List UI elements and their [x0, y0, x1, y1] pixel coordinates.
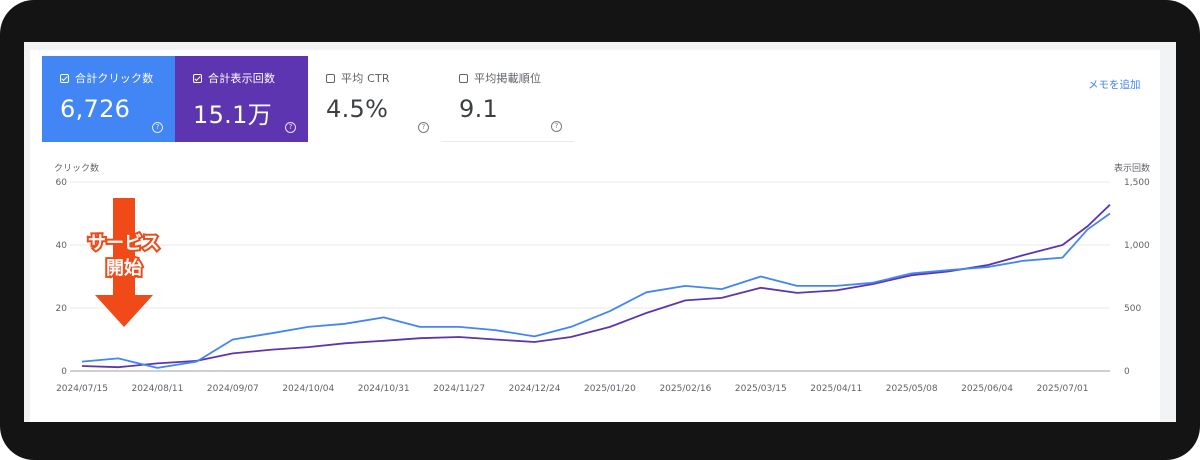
performance-chart: 0 0 20 500 40 1,000 60 1,500 クリック数 表示回数 2024/07/15…: [54, 162, 1150, 394]
x-tick-label: 2025/06/04: [961, 384, 1013, 394]
metric-label: 平均掲載順位: [474, 72, 542, 85]
help-icon[interactable]: ?: [551, 121, 562, 132]
metric-tile-ctr[interactable]: 平均 CTR 4.5% ?: [308, 56, 441, 142]
metric-value: 4.5%: [326, 95, 389, 123]
y-tick-label-right: 500: [1124, 304, 1141, 314]
x-tick-label: 2024/11/27: [433, 384, 485, 394]
x-tick-label: 2025/05/08: [886, 384, 938, 394]
x-tick-label: 2025/01/20: [584, 384, 636, 394]
metric-tile-position[interactable]: 平均掲載順位 9.1 ?: [441, 56, 574, 142]
x-tick-label: 2024/12/24: [509, 384, 561, 394]
y-tick-label-right: 0: [1124, 367, 1130, 377]
metric-value: 15.1万: [193, 101, 272, 129]
arrow-head: [95, 295, 153, 327]
x-tick-label: 2024/08/11: [131, 384, 183, 394]
y-tick-label-left: 60: [56, 178, 68, 188]
metric-label: 合計表示回数: [208, 72, 276, 85]
y-tick-label-right: 1,500: [1124, 178, 1150, 188]
y-tick-label-right: 1,000: [1124, 241, 1150, 251]
y-axis-title-right: 表示回数: [1114, 162, 1150, 174]
checkbox-checked-icon[interactable]: [193, 73, 202, 83]
x-tick-label: 2025/03/15: [735, 384, 787, 394]
y-tick-label-left: 20: [56, 304, 68, 314]
metric-label: 平均 CTR: [341, 72, 390, 85]
x-tick-label: 2025/02/16: [659, 384, 711, 394]
x-tick-label: 2024/10/04: [282, 384, 334, 394]
arrow-shaft: [113, 198, 135, 296]
y-tick-label-left: 0: [61, 367, 67, 377]
metric-tile-clicks[interactable]: 合計クリック数 6,726 ?: [42, 56, 175, 142]
metric-label: 合計クリック数: [75, 72, 154, 85]
x-tick-label: 2024/09/07: [207, 384, 259, 394]
add-memo-link[interactable]: メモを追加: [1088, 79, 1141, 91]
help-icon[interactable]: ?: [152, 122, 163, 133]
annotation-line-2: 開始: [106, 257, 142, 279]
help-icon[interactable]: ?: [285, 122, 296, 133]
checkbox-unchecked-icon[interactable]: [326, 73, 335, 83]
x-tick-label: 2025/04/11: [810, 384, 862, 394]
x-tick-label: 2024/07/15: [56, 384, 108, 394]
x-tick-label: 2025/07/01: [1037, 384, 1089, 394]
metric-value: 9.1: [459, 95, 499, 123]
metric-value: 6,726: [60, 95, 131, 123]
help-icon[interactable]: ?: [418, 122, 429, 133]
y-tick-label-left: 40: [56, 241, 68, 251]
annotation-line-1: サービス: [88, 233, 160, 254]
y-axis-title-left: クリック数: [54, 162, 99, 174]
impressions-series-line: [81, 204, 1111, 369]
checkbox-checked-icon[interactable]: [60, 73, 69, 83]
metric-tile-impressions[interactable]: 合計表示回数 15.1万 ?: [175, 56, 308, 142]
clicks-series-line: [81, 212, 1111, 369]
x-tick-label: 2024/10/31: [358, 384, 410, 394]
checkbox-unchecked-icon[interactable]: [459, 73, 468, 83]
